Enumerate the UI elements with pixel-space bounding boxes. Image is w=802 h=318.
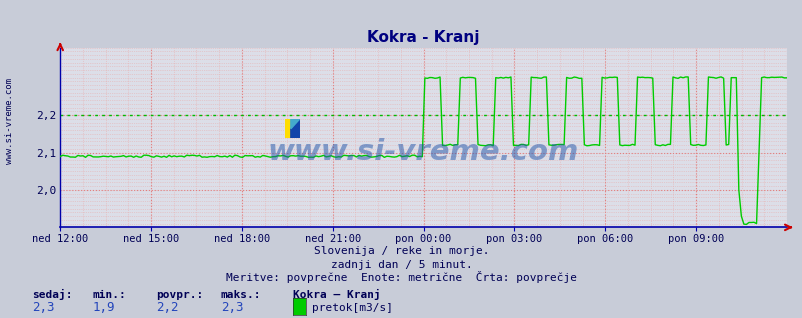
Text: 2,3: 2,3 bbox=[32, 301, 55, 314]
Text: 2,2: 2,2 bbox=[156, 301, 179, 314]
Text: Slovenija / reke in morje.: Slovenija / reke in morje. bbox=[314, 246, 488, 256]
Text: 1,9: 1,9 bbox=[92, 301, 115, 314]
Title: Kokra - Kranj: Kokra - Kranj bbox=[367, 30, 480, 45]
Text: povpr.:: povpr.: bbox=[156, 290, 204, 300]
Text: min.:: min.: bbox=[92, 290, 126, 300]
Text: pretok[m3/s]: pretok[m3/s] bbox=[311, 303, 392, 313]
Text: 2,3: 2,3 bbox=[221, 301, 243, 314]
Text: Meritve: povprečne  Enote: metrične  Črta: povprečje: Meritve: povprečne Enote: metrične Črta:… bbox=[225, 271, 577, 283]
Text: zadnji dan / 5 minut.: zadnji dan / 5 minut. bbox=[330, 260, 472, 270]
Text: www.si-vreme.com: www.si-vreme.com bbox=[268, 138, 578, 166]
Text: Kokra – Kranj: Kokra – Kranj bbox=[293, 289, 380, 300]
Polygon shape bbox=[290, 119, 299, 138]
Text: www.si-vreme.com: www.si-vreme.com bbox=[5, 78, 14, 164]
Text: maks.:: maks.: bbox=[221, 290, 261, 300]
Text: sedaj:: sedaj: bbox=[32, 289, 72, 300]
Polygon shape bbox=[290, 119, 299, 129]
